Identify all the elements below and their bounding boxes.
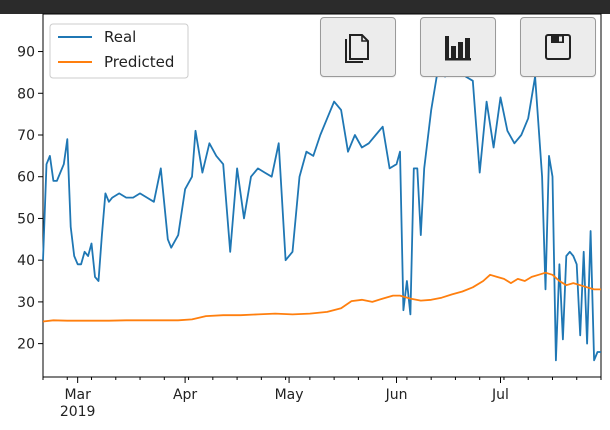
copy-icon (345, 34, 369, 63)
y-tick-label: 50 (17, 211, 35, 227)
bar-chart-button[interactable] (420, 17, 496, 77)
bar-chart-icon (445, 36, 471, 61)
y-tick-label: 30 (17, 295, 35, 311)
series-layer (42, 54, 601, 362)
plot-frame (42, 13, 602, 378)
legend-label-predicted: Predicted (104, 53, 174, 71)
y-tick-label: 70 (17, 128, 35, 144)
y-tick-label: 90 (17, 45, 35, 61)
x-tick-label: May (275, 387, 304, 403)
x-tick-label: Jun (385, 387, 408, 403)
save-icon (545, 34, 571, 60)
x-tick-label: Jul (491, 387, 509, 403)
x-tick-label: Apr (173, 387, 197, 403)
legend: Real Predicted (49, 23, 189, 79)
x-tick-label: Mar (64, 387, 91, 403)
x-tick-year-label: 2019 (60, 404, 96, 420)
y-tick-label: 40 (17, 253, 35, 269)
y-tick-label: 80 (17, 86, 35, 102)
legend-label-real: Real (104, 28, 136, 46)
y-tick-label: 60 (17, 170, 35, 186)
save-button[interactable] (520, 17, 596, 77)
copy-button[interactable] (320, 17, 396, 77)
window-top-bar (0, 0, 610, 14)
y-tick-label: 20 (17, 337, 35, 353)
series-line-real (42, 54, 601, 362)
series-line-predicted (42, 271, 601, 323)
